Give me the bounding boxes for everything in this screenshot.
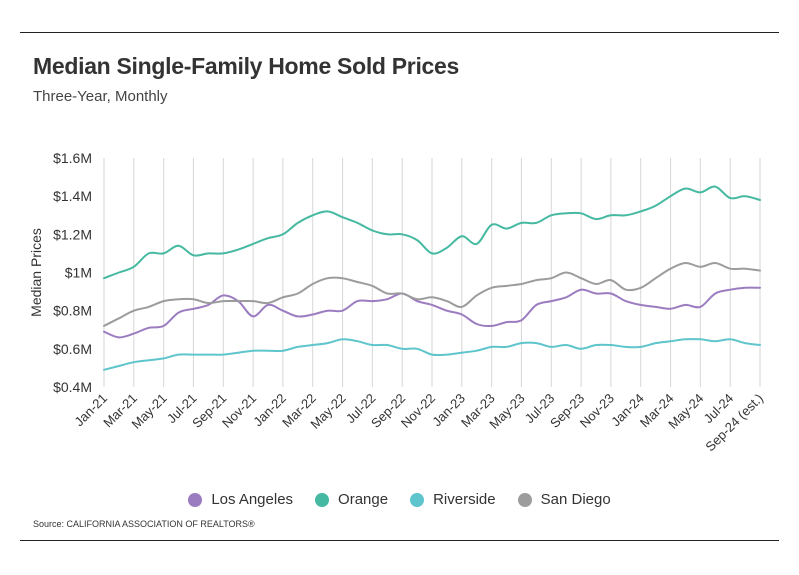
series-line-orange (103, 185, 761, 280)
legend-label: Orange (338, 491, 389, 508)
chart-subtitle: Three-Year, Monthly (33, 88, 168, 105)
series-line-san-diego (103, 261, 761, 327)
y-tick-label: $1.4M (53, 188, 92, 204)
bottom-rule (20, 540, 779, 541)
y-axis-label: Median Prices (28, 228, 44, 317)
source-note: Source: CALIFORNIA ASSOCIATION OF REALTO… (33, 519, 255, 529)
top-rule (20, 32, 779, 33)
legend-item-san-diego: San Diego (517, 491, 611, 508)
legend-item-los-angeles: Los Angeles (188, 491, 293, 508)
legend-item-riverside: Riverside (410, 491, 496, 508)
y-tick-label: $1.6M (53, 150, 92, 166)
legend-swatch (517, 492, 532, 507)
chart-legend: Los Angeles Orange Riverside San Diego (0, 491, 799, 508)
x-tick-label: Nov-22 (398, 391, 438, 431)
y-tick-label: $0.8M (53, 303, 92, 319)
legend-swatch (188, 492, 203, 507)
y-tick-label: $1.2M (53, 226, 92, 242)
legend-item-orange: Orange (315, 491, 388, 508)
legend-label: Los Angeles (211, 491, 294, 508)
legend-swatch (410, 492, 425, 507)
legend-label: Riverside (433, 491, 496, 508)
y-tick-label: $0.6M (53, 341, 92, 357)
y-tick-label: $0.4M (53, 379, 92, 395)
chart-title: Median Single-Family Home Sold Prices (33, 53, 460, 79)
series-line-riverside (103, 338, 761, 371)
x-tick-label: Nov-23 (577, 391, 617, 431)
legend-swatch (315, 492, 330, 507)
y-tick-label: $1M (65, 265, 92, 281)
legend-label: San Diego (540, 491, 611, 508)
x-tick-label: Nov-21 (219, 391, 259, 431)
